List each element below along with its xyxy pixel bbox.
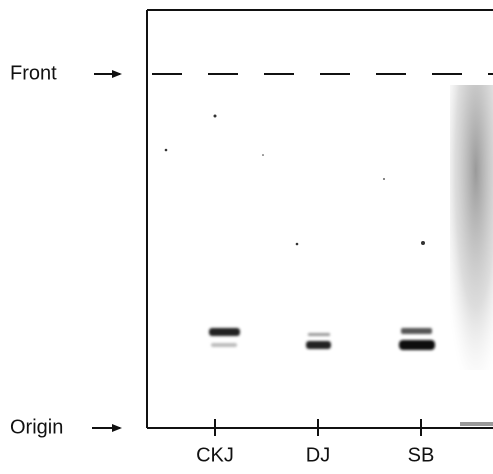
speck [164,148,168,152]
origin-label: Origin [10,416,63,438]
smear-origin [460,422,493,426]
band [211,343,237,347]
front-arrow [94,70,122,78]
band [401,328,432,334]
band [306,341,331,349]
plate-outline [146,9,493,429]
speck [383,178,385,180]
specks [164,114,425,246]
speck [262,154,264,156]
lane-ticks [214,419,422,436]
speck [421,241,425,245]
speck [295,242,299,246]
origin-arrow [92,424,122,432]
lane-label: DJ [306,444,330,466]
front-label: Front [10,62,57,84]
smear [450,85,493,370]
speck [213,114,217,118]
band [209,328,240,336]
band [308,333,330,336]
lane-label: CKJ [196,444,234,466]
band [399,340,435,350]
bands [209,328,435,350]
lane-label: SB [408,444,435,466]
